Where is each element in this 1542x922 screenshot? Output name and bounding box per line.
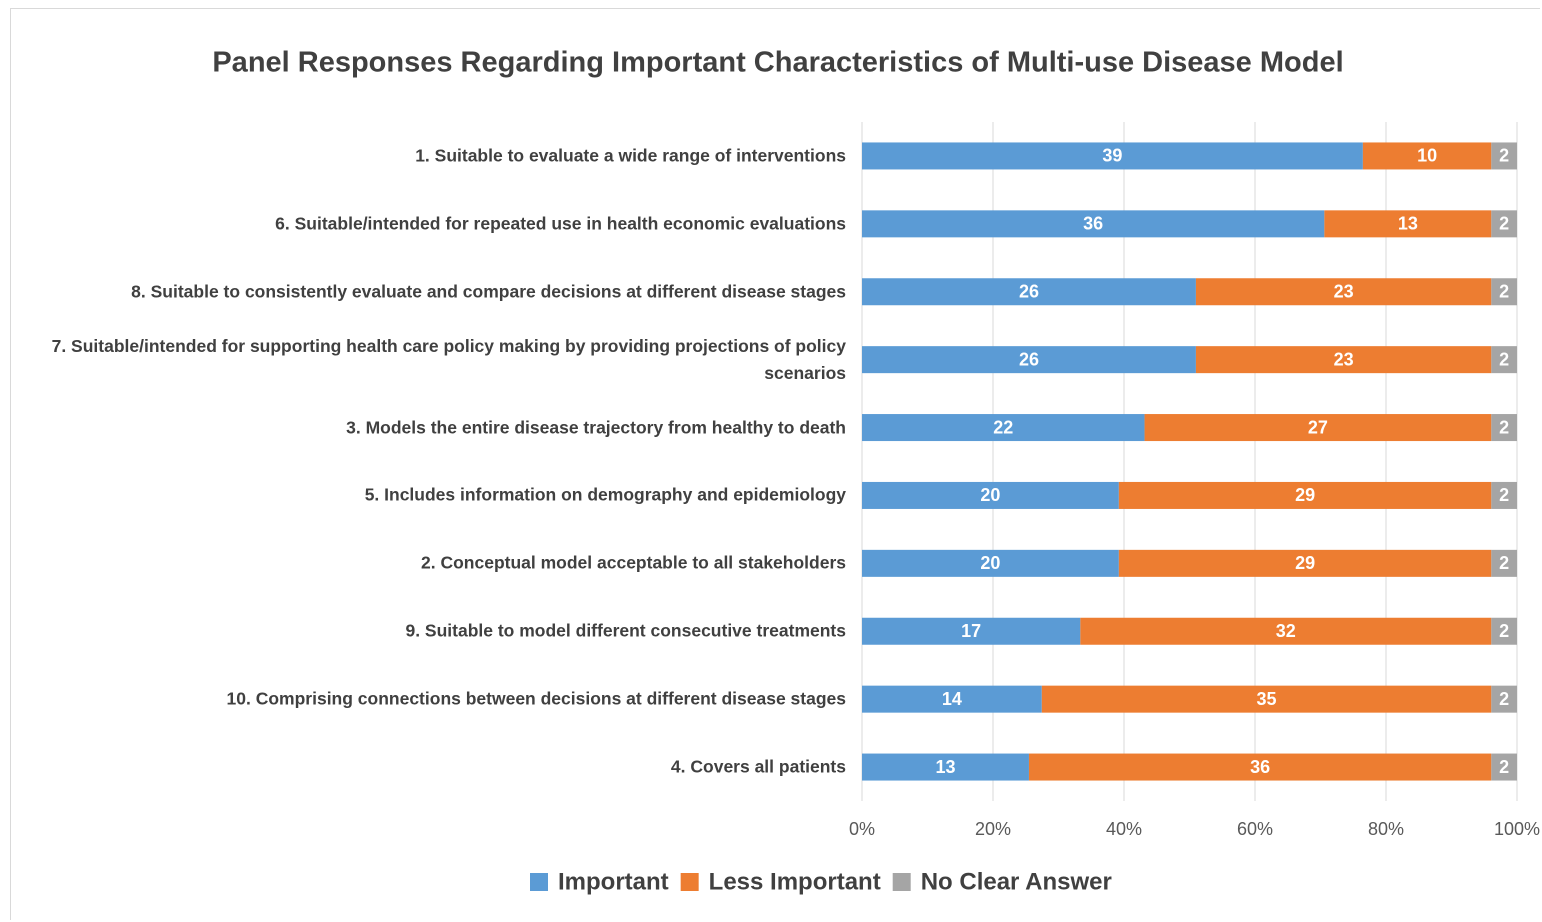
data-label: 27 [1308,417,1328,437]
legend-label: Less Important [709,868,881,895]
legend-swatch [530,873,548,891]
data-label: 32 [1276,621,1296,641]
data-label: 36 [1250,757,1270,777]
legend-label: Important [558,868,669,895]
bar-segment [862,617,1081,645]
category-label: 3. Models the entire disease trajectory … [346,417,846,438]
data-label: 2 [1499,146,1509,166]
bar-segment [1491,346,1517,374]
category-label: 5. Includes information on demography an… [364,484,846,505]
bar-segment [1080,617,1492,645]
legend-label: No Clear Answer [921,868,1112,895]
data-label: 35 [1257,689,1277,709]
data-label: 2 [1499,349,1509,369]
x-tick-label: 0% [849,819,875,839]
data-label: 26 [1019,282,1039,302]
x-tick-label: 60% [1237,819,1273,839]
data-label: 2 [1499,689,1509,709]
bar-segment [1324,210,1492,238]
bar-segment [1491,278,1517,306]
bar-segment [1195,278,1492,306]
bar-segment [1491,210,1517,238]
bar-segment [1195,346,1492,374]
bar-segment [1491,753,1517,781]
data-label: 2 [1499,553,1509,573]
data-label: 2 [1499,485,1509,505]
x-tick-label: 100% [1494,819,1540,839]
bar-segment [1491,414,1517,442]
data-label: 14 [942,689,962,709]
data-label: 2 [1499,214,1509,234]
data-label: 2 [1499,282,1509,302]
data-label: 20 [980,485,1000,505]
bar-segment [862,481,1119,509]
bar-segment [1041,685,1492,713]
bar-segment [1118,549,1492,577]
category-label: 10. Comprising connections between decis… [226,688,846,709]
category-label: 8. Suitable to consistently evaluate and… [131,281,846,302]
bar-segment [862,210,1325,238]
bar-segment [1118,481,1492,509]
category-label: 6. Suitable/intended for repeated use in… [275,213,846,234]
bar-segment [1491,481,1517,509]
category-label: 2. Conceptual model acceptable to all st… [421,552,846,573]
data-label: 39 [1102,146,1122,166]
bar-segment [1362,142,1492,170]
data-label: 13 [935,757,955,777]
data-label: 36 [1083,214,1103,234]
chart-title: Panel Responses Regarding Important Char… [212,47,1343,79]
category-label: 9. Suitable to model different consecuti… [405,620,846,641]
legend-swatch [892,873,911,891]
chart-frame [10,8,1540,920]
data-label: 2 [1499,417,1509,437]
category-label: 1. Suitable to evaluate a wide range of … [415,145,846,166]
bar-segment [862,685,1042,713]
data-label: 29 [1295,553,1315,573]
data-label: 23 [1334,282,1354,302]
data-label: 10 [1417,146,1437,166]
data-label: 20 [980,553,1000,573]
data-label: 26 [1019,349,1039,369]
bar-segment [862,278,1196,306]
data-label: 2 [1499,757,1509,777]
category-label: 4. Covers all patients [670,756,846,777]
category-label: 7. Suitable/intended for supporting heal… [51,335,846,383]
bar-segment [862,549,1119,577]
bar-segment [1491,142,1517,170]
bar-segment [1491,549,1517,577]
x-tick-label: 80% [1368,819,1404,839]
bar-segment [862,753,1029,781]
data-label: 29 [1295,485,1315,505]
bar-segment [862,142,1363,170]
legend-swatch [680,873,699,891]
data-label: 23 [1334,349,1354,369]
bar-segment [862,414,1145,442]
bar-segment [1028,753,1492,781]
data-label: 2 [1499,621,1509,641]
data-label: 13 [1398,214,1418,234]
bar-segment [1144,414,1492,442]
data-label: 17 [961,621,981,641]
data-label: 22 [993,417,1013,437]
bar-segment [1491,685,1517,713]
x-tick-label: 20% [975,819,1011,839]
bar-segment [862,346,1196,374]
x-tick-label: 40% [1106,819,1142,839]
bar-segment [1491,617,1517,645]
